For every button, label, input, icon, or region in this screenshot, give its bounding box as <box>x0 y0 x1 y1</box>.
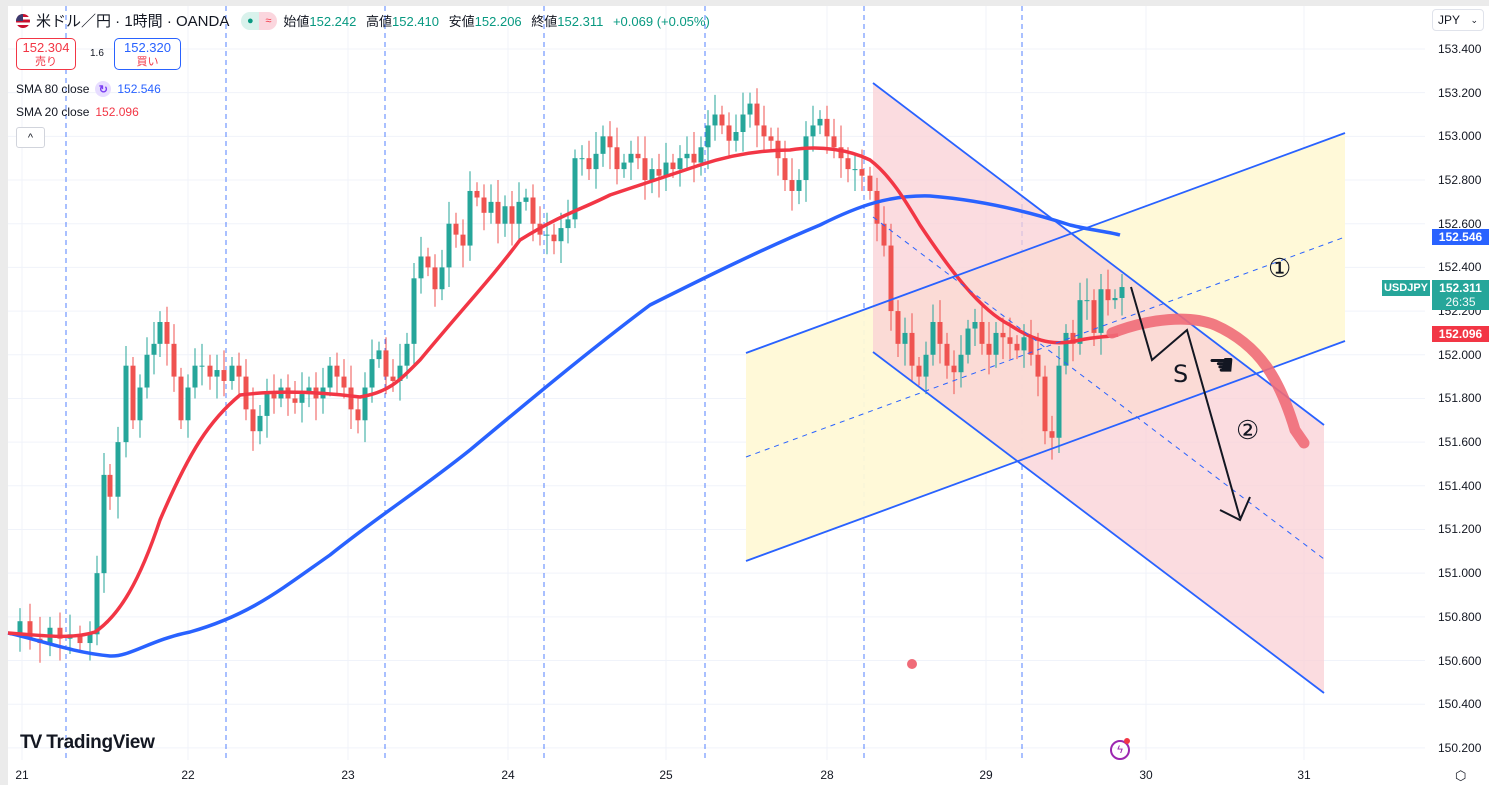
low-value: 152.206 <box>474 14 522 29</box>
time-axis-label: 25 <box>659 768 673 782</box>
bar-countdown: 26:35 <box>1445 295 1476 309</box>
delayed-wave-icon: ≈ <box>259 11 278 30</box>
indicator-sma20[interactable]: SMA 20 close 152.096 <box>16 105 139 119</box>
buy-button[interactable]: 152.320 買い <box>114 38 181 70</box>
indicator-value: 152.546 <box>117 82 161 96</box>
price-axis-label: 152.400 <box>1438 260 1482 275</box>
last-price-tag: 152.311 26:35 <box>1432 280 1489 310</box>
last-price: 152.311 <box>1439 281 1482 295</box>
price-axis-label: 153.400 <box>1438 42 1482 56</box>
price-axis-label: 150.800 <box>1438 609 1482 624</box>
sell-price: 152.304 <box>22 40 70 55</box>
spread-value: 1.6 <box>90 48 104 59</box>
label-s[interactable]: S <box>1173 360 1189 388</box>
label-circle-2[interactable]: ② <box>1236 415 1260 445</box>
tv-mark-icon: TV <box>20 732 42 753</box>
buy-label: 買い <box>136 56 159 68</box>
low-label: 安値 <box>448 14 475 29</box>
time-axis-label: 28 <box>820 768 834 782</box>
time-axis-label: 24 <box>501 768 515 782</box>
settings-gear-icon[interactable]: ⬡ <box>1455 768 1467 783</box>
time-axis-label: 31 <box>1297 768 1311 782</box>
high-value: 152.410 <box>392 14 440 29</box>
open-value: 152.242 <box>309 14 357 29</box>
indicator-name: SMA 20 close <box>16 105 90 119</box>
price-axis-label: 153.200 <box>1438 85 1482 100</box>
price-axis-label: 151.200 <box>1438 522 1482 537</box>
buy-price: 152.320 <box>124 40 171 55</box>
sma80-price-tag: 152.546 <box>1432 229 1489 245</box>
label-circle-1[interactable]: ① <box>1268 253 1292 283</box>
refresh-icon[interactable]: ↻ <box>95 81 112 97</box>
price-axis-label: 153.000 <box>1438 129 1482 144</box>
symbol-title[interactable]: 米ドル／円 · 1時間 · OANDA <box>36 13 230 30</box>
market-open-dot-icon: ● <box>241 11 260 30</box>
indicator-name: SMA 80 close <box>16 82 90 96</box>
currency-value: JPY <box>1438 13 1461 27</box>
candlesticks <box>17 88 1125 663</box>
symbol-legend: 米ドル／円 · 1時間 · OANDA ● ≈ 始値152.242 高値152.… <box>16 10 710 31</box>
price-axis-label: 150.200 <box>1438 740 1482 755</box>
status-pill[interactable]: ● ≈ <box>241 11 278 30</box>
pointing-hand-icon[interactable]: ☛ <box>1208 349 1235 382</box>
sma20-price-tag: 152.096 <box>1432 326 1489 342</box>
price-axis-label: 152.800 <box>1438 173 1482 188</box>
time-axis-label: 29 <box>979 768 993 782</box>
close-label: 終値 <box>531 14 558 29</box>
us-flag-icon <box>16 13 30 28</box>
time-axis-label: 22 <box>181 768 195 782</box>
chevron-down-icon: ⌄ <box>1470 14 1478 25</box>
collapse-legend-button[interactable]: ^ <box>16 127 45 148</box>
price-axis-label: 151.600 <box>1438 435 1482 450</box>
price-axis-label: 152.000 <box>1438 347 1482 362</box>
indicator-sma80[interactable]: SMA 80 close ↻ 152.546 <box>16 81 161 97</box>
price-axis-label: 151.000 <box>1438 566 1482 581</box>
sell-button[interactable]: 152.304 売り <box>16 38 76 70</box>
drawings <box>745 82 1346 694</box>
open-label: 始値 <box>283 14 310 29</box>
price-axis-label: 151.400 <box>1438 478 1482 493</box>
brand-name: TradingView <box>46 732 155 753</box>
time-axis-label: 21 <box>15 768 29 782</box>
change-value: +0.069 (+0.05%) <box>612 14 710 29</box>
notification-dot <box>1124 738 1130 744</box>
symbol-tag: USDJPY <box>1382 280 1430 296</box>
sell-label: 売り <box>35 56 57 68</box>
high-label: 高値 <box>366 14 393 29</box>
chevron-up-icon: ^ <box>27 131 34 144</box>
currency-select[interactable]: JPY ⌄ <box>1432 9 1484 31</box>
time-axis-label: 23 <box>341 768 355 782</box>
lightning-icon[interactable]: ϟ <box>1110 740 1130 760</box>
indicator-value: 152.096 <box>95 105 139 119</box>
moving-averages <box>7 146 1121 658</box>
ohlc-values: 始値152.242 高値152.410 安値152.206 終値152.311 … <box>283 11 709 30</box>
price-axis-label: 150.400 <box>1438 697 1482 712</box>
time-axis-label: 30 <box>1139 768 1153 782</box>
price-axis-label: 150.600 <box>1438 653 1482 668</box>
close-value: 152.311 <box>557 14 604 29</box>
price-axis-label: 151.800 <box>1438 391 1482 406</box>
tradingview-logo[interactable]: TV TradingView <box>20 732 155 754</box>
price-axis-label: 152.600 <box>1438 216 1482 231</box>
